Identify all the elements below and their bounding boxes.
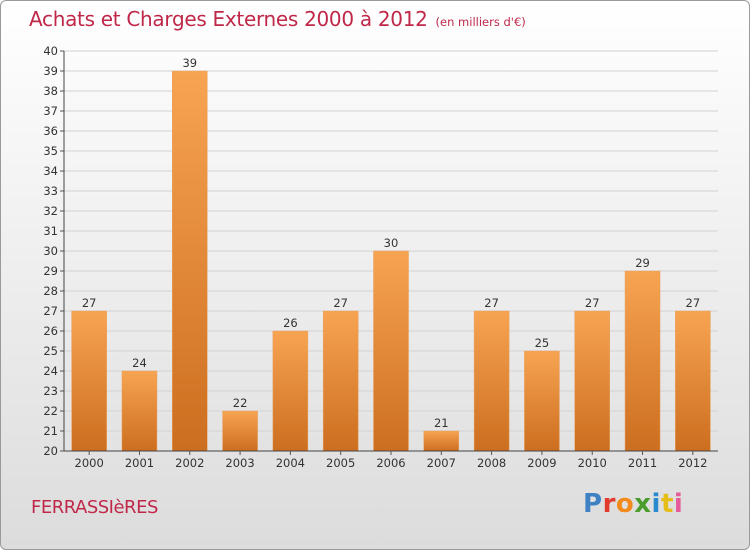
logo-letter: P [583,489,603,519]
bar-series [71,70,711,452]
value-label: 27 [333,296,348,310]
y-tick-label: 37 [43,104,58,118]
logo-letter: r [602,489,616,519]
value-label: 27 [585,296,600,310]
value-labels: 27 24 39 22 26 27 30 21 27 25 27 29 27 [82,56,700,430]
value-label: 24 [132,356,147,370]
y-tick-labels: 20 21 22 23 24 25 26 27 28 29 30 31 32 33 34 35 36 37 38 39… [43,44,58,458]
x-tick-label: 2002 [175,456,204,470]
y-tick-label: 23 [43,384,58,398]
logo-letter: o [615,489,635,519]
y-tick-label: 40 [43,44,58,58]
value-label: 25 [535,336,550,350]
bar-2001 [121,370,158,452]
bar-2007 [423,430,460,452]
x-tick-label: 2008 [477,456,506,470]
logo-letter: i [673,489,684,519]
y-tick-label: 20 [43,444,58,458]
y-tick-label: 25 [43,344,58,358]
bar-2011 [624,270,661,452]
x-tick-label: 2007 [427,456,456,470]
value-label: 39 [182,56,197,70]
x-tick-label: 2011 [628,456,657,470]
y-tick-label: 33 [43,184,58,198]
y-tick-label: 35 [43,144,58,158]
x-tick-label: 2000 [75,456,104,470]
value-label: 21 [434,416,449,430]
x-tick-label: 2010 [578,456,607,470]
y-tick-label: 36 [43,124,58,138]
axes [63,51,718,455]
y-tick-label: 26 [43,324,58,338]
logo-letter: i [651,489,661,519]
bar-2012 [675,310,711,452]
bar-2002 [172,70,208,452]
x-tick-label: 2009 [527,456,556,470]
bar-2003 [222,410,258,452]
proxiti-logo: Proxiti [583,489,683,519]
value-label: 22 [233,396,248,410]
bar-2005 [322,310,359,452]
y-tick-label: 22 [43,404,58,418]
y-tick-label: 39 [43,64,58,78]
value-label: 26 [283,316,298,330]
x-tick-label: 2012 [678,456,707,470]
x-tick-label: 2005 [326,456,355,470]
chart-unit: (en milliers d'€) [435,15,526,29]
bar-2009 [524,350,560,452]
value-label: 27 [484,296,499,310]
y-tick-label: 21 [43,424,58,438]
x-tick-labels: 2000 2001 2002 2003 2004 2005 2006 2007 2008 2009… [75,456,708,470]
chart-title-text: Achats et Charges Externes 2000 à 2012 [29,7,428,31]
y-tick-label: 29 [43,264,58,278]
logo-letter: x [634,489,652,519]
value-label: 27 [686,296,701,310]
location-name: FERRASSIèRES [31,497,158,518]
x-tick-label: 2001 [125,456,154,470]
logo-letter: t [660,489,674,519]
y-tick-label: 34 [43,164,58,178]
y-tick-label: 38 [43,84,58,98]
y-tick-label: 24 [43,364,58,378]
bar-2000 [71,310,107,452]
y-tick-label: 31 [43,224,58,238]
bar-2006 [373,250,409,452]
x-tick-label: 2003 [225,456,254,470]
y-tick-label: 30 [43,244,58,258]
x-tick-label: 2006 [376,456,405,470]
y-tick-label: 28 [43,284,58,298]
bar-2010 [574,310,610,452]
chart-title: Achats et Charges Externes 2000 à 2012 (e… [29,7,526,31]
value-label: 30 [384,236,399,250]
bar-2008 [473,310,510,452]
value-label: 27 [82,296,97,310]
y-tick-label: 27 [43,304,58,318]
value-label: 29 [635,256,650,270]
y-tick-label: 32 [43,204,58,218]
x-tick-label: 2004 [276,456,305,470]
bar-2004 [272,330,309,452]
